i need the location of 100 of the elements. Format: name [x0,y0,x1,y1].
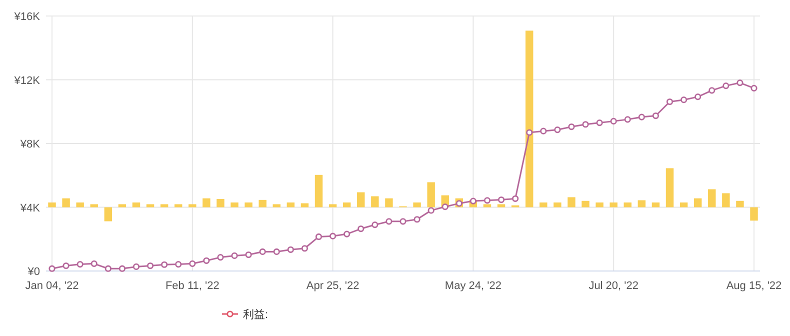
bar [371,196,379,208]
bar [427,182,435,208]
bar [104,207,112,222]
bar [624,202,632,208]
bar [526,30,534,208]
point [386,218,392,225]
point [161,261,168,268]
bar [76,202,84,208]
bar [638,200,646,208]
point [596,119,603,126]
point [498,196,505,204]
bar [62,198,70,208]
bar [188,204,196,208]
bar [132,202,140,208]
point [624,116,631,123]
bar [708,189,716,208]
bar [272,204,280,208]
bar [357,192,365,208]
point [512,195,519,202]
bar [328,204,337,208]
point [217,254,224,261]
point [118,265,126,272]
bar [694,198,702,208]
point [400,218,406,225]
point [301,245,308,252]
point [442,203,448,210]
x-tick-label: Apr 25, '22 [306,280,360,292]
bar [736,200,744,208]
point [203,257,210,264]
bar [568,197,576,208]
bar [666,168,674,208]
point [722,82,730,90]
x-tick-label: May 24, '22 [444,280,502,292]
point [666,98,674,106]
point [568,123,575,130]
point [540,128,547,134]
point [680,96,688,104]
point [146,262,154,270]
point [287,246,294,253]
point [582,121,589,128]
point [76,261,84,268]
bar [596,202,604,208]
point [273,248,280,256]
point [330,232,336,240]
y-tick-label: ¥16K [13,11,41,23]
point [638,114,645,120]
bar [48,202,56,208]
y-tick-label: ¥12K [13,74,41,87]
bar [174,204,182,208]
x-tick-label: Feb 11, '22 [165,280,220,292]
point [231,252,238,259]
point [708,87,716,94]
x-tick-label: Aug 15, '22 [726,280,782,292]
legend-label: 利益: [243,308,268,321]
bar [750,207,758,221]
point [610,118,617,124]
point [315,233,322,240]
point [344,230,350,238]
point [358,225,364,232]
point [414,216,420,223]
y-tick-label: ¥8K [19,138,41,150]
point [694,94,702,100]
point [526,129,533,136]
point [175,261,182,268]
bar [244,202,252,208]
bar [216,198,224,208]
bar [554,202,562,208]
point [554,126,561,134]
point [259,248,266,256]
bar [385,198,393,208]
point [245,251,252,258]
bar [90,204,98,208]
bar [202,198,210,208]
x-tick-label: Jan 04, '22 [25,280,79,292]
bar [610,202,618,208]
point [62,262,70,270]
bar [413,202,421,208]
bar [286,202,295,208]
bar [497,204,506,208]
bar [146,204,154,208]
bar [540,202,548,208]
point [428,207,434,214]
bar [652,202,660,208]
point [132,263,140,270]
point [104,265,112,272]
point [189,260,196,267]
y-tick-label: ¥4K [19,202,41,214]
bar [342,202,351,208]
point [470,198,476,204]
point [48,265,56,272]
point [90,260,98,267]
bar [300,203,309,208]
y-tick-label: ¥0 [26,266,40,278]
bar [680,202,688,208]
bar [314,174,323,208]
bar [582,200,590,208]
point [736,79,744,86]
x-tick-label: Jul 20, '22 [588,280,639,292]
bar [118,204,126,208]
bar [230,202,238,208]
